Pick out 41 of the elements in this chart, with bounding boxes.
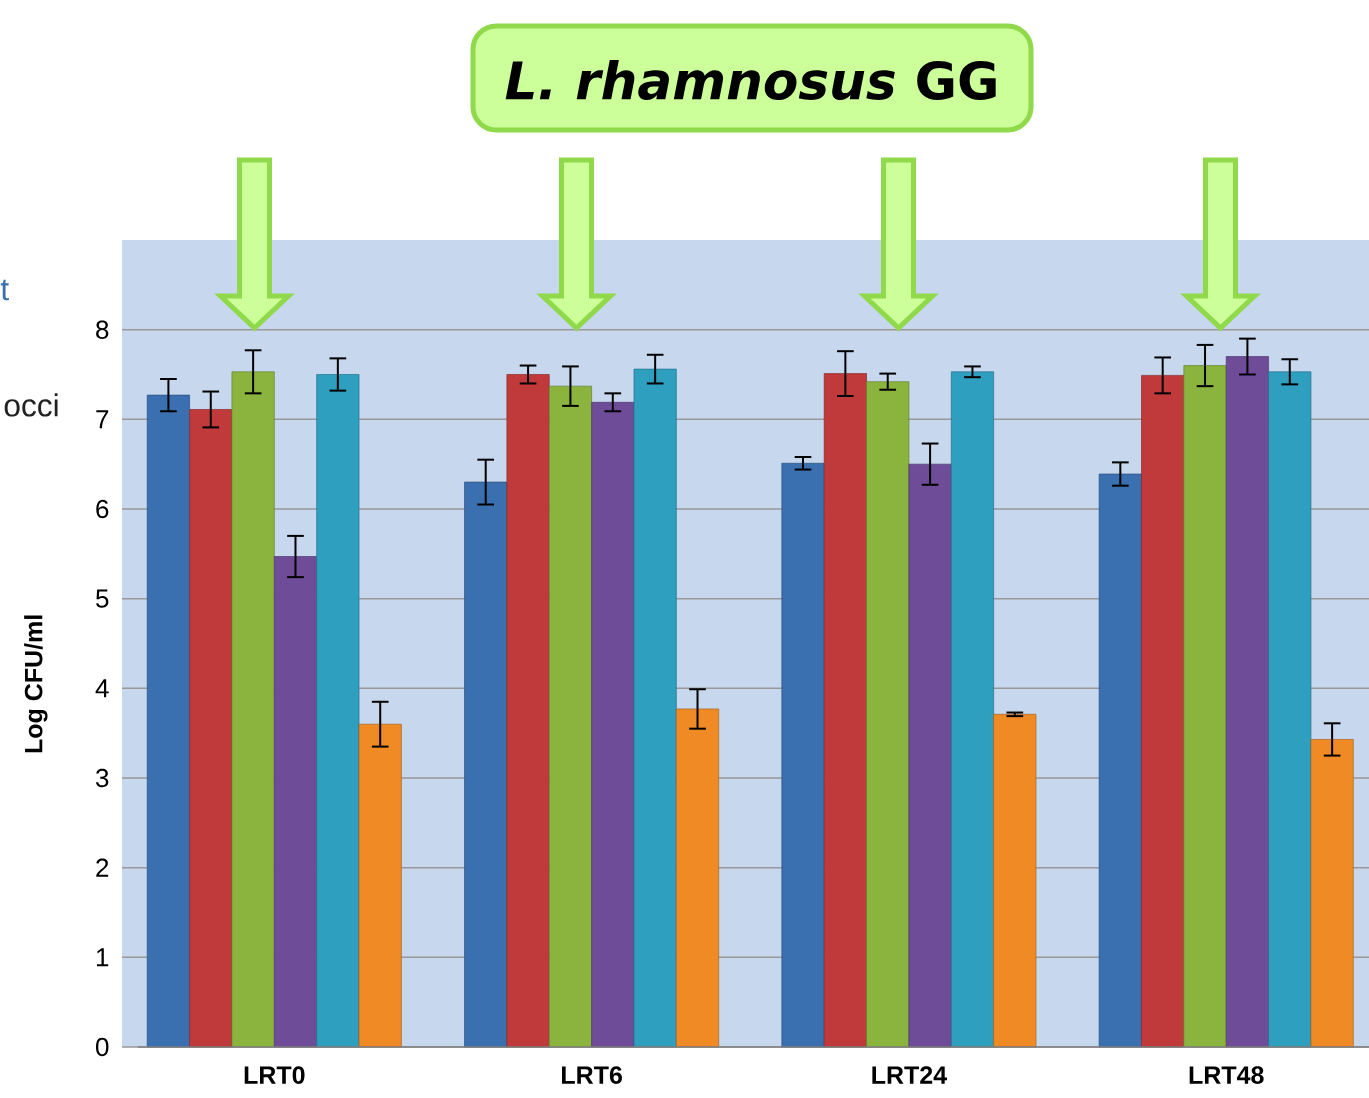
y-axis-title: Log CFU/ml [24,615,48,753]
bar [1098,473,1142,1048]
x-tick-label: LRT48 [1189,1066,1264,1084]
chart-title: L. rhamnosus GG [505,59,996,100]
bar [464,481,508,1048]
y-tick-label: 6 [96,499,109,519]
bar [781,462,825,1048]
y-tick-label: 7 [96,410,109,429]
y-tick-label: 8 [96,320,109,339]
y-tick-label: 2 [96,858,109,877]
bar [548,385,592,1048]
x-tick-label: LRT24 [872,1066,947,1084]
bar [1268,371,1312,1048]
bar [1310,739,1354,1048]
bar [1183,365,1227,1048]
text: occi [4,393,58,417]
bar [189,409,233,1048]
bar [231,371,275,1048]
x-tick-label: LRT6 [562,1066,622,1084]
y-tick-label: 5 [96,589,109,608]
bar [358,723,402,1048]
bar [866,381,910,1048]
bar [993,713,1037,1048]
bar [675,708,720,1048]
y-tick-label: 0 [96,1037,109,1057]
bar [591,401,635,1048]
bar [633,368,677,1048]
y-tick-label: 3 [95,768,109,788]
x-tick-label: LRT0 [244,1066,305,1084]
text: t [0,279,9,301]
bar [273,556,318,1048]
bar [1225,356,1269,1048]
bar [146,394,190,1048]
bar [908,463,952,1048]
y-tick-label: 4 [95,679,109,698]
bar [950,371,994,1048]
bar [1141,375,1185,1048]
bar [316,374,360,1048]
bar [506,374,550,1048]
y-tick-label: 1 [96,948,109,967]
bar [823,373,867,1048]
